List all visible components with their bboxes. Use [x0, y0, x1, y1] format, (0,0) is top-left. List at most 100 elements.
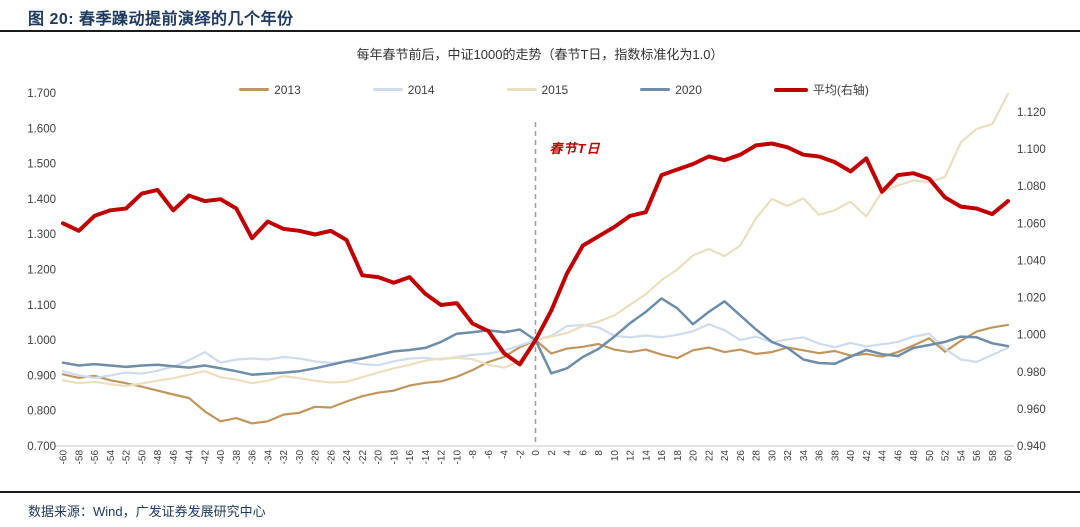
x-axis-tick-label: -26: [326, 450, 337, 465]
x-axis-tick-label: -6: [484, 450, 495, 459]
chart-legend: 2013 2014 2015 2020 平均(右轴): [14, 81, 1080, 98]
right-axis-tick-label: 1.000: [1017, 330, 1046, 342]
x-axis-tick-label: 44: [878, 450, 889, 462]
legend-swatch: [506, 88, 537, 91]
x-axis-tick-label: -56: [90, 450, 101, 465]
legend-label: 平均(右轴): [812, 83, 869, 97]
x-axis-tick-label: -54: [106, 450, 117, 465]
x-axis-tick-label: 6: [578, 450, 589, 456]
x-axis-tick-label: 42: [862, 450, 873, 462]
cny-day-annotation: 春节T日: [550, 141, 601, 156]
x-axis-tick-label: -14: [421, 450, 432, 465]
x-axis-tick-label: -38: [232, 450, 243, 465]
x-axis-tick-label: 4: [563, 450, 574, 456]
x-axis-tick-label: 40: [846, 450, 857, 462]
x-axis-tick-label: 18: [673, 450, 684, 462]
left-axis-tick-label: 1.100: [27, 300, 56, 312]
series-line-: [61, 141, 1010, 367]
legend-swatch: [773, 87, 808, 92]
x-axis-tick-label: -4: [500, 450, 511, 459]
x-axis-tick-label: -40: [216, 450, 227, 465]
x-axis-tick-label: 54: [956, 450, 967, 462]
x-axis-tick-label: -32: [279, 450, 290, 465]
legend-item-2014: 2014: [372, 82, 435, 97]
x-axis-tick-label: -60: [59, 450, 70, 465]
left-axis-tick-label: 1.500: [27, 159, 56, 171]
x-axis-tick-label: 56: [972, 450, 983, 462]
legend-swatch: [372, 88, 403, 91]
right-axis-tick-label: 1.040: [1017, 255, 1046, 267]
x-axis-tick-label: 52: [941, 450, 952, 462]
chart-subtitle: 每年春节前后，中证1000的走势（春节T日，指数标准化为1.0）: [356, 47, 724, 62]
left-axis-tick-label: 1.000: [27, 335, 56, 347]
x-axis-tick-label: -48: [153, 450, 164, 465]
x-axis-tick-label: -34: [263, 450, 274, 465]
x-axis-tick-label: 24: [720, 450, 731, 462]
x-axis-tick-label: -42: [200, 450, 211, 465]
legend-swatch: [239, 88, 270, 91]
x-axis-tick-label: 22: [704, 450, 715, 462]
x-axis-tick-label: 20: [689, 450, 700, 462]
right-axis-tick-label: 1.100: [1017, 144, 1046, 156]
x-axis-tick-label: 10: [610, 450, 621, 462]
x-axis-tick-label: -46: [169, 450, 180, 465]
x-axis-tick-label: -10: [452, 450, 463, 465]
left-axis-tick-label: 0.900: [27, 370, 56, 382]
x-axis-tick-label: 48: [909, 450, 920, 462]
x-axis-tick-label: 30: [767, 450, 778, 462]
x-axis-tick-label: 12: [626, 450, 637, 462]
x-axis-tick-label: -52: [122, 450, 133, 465]
legend-item-: 平均(右轴): [773, 81, 869, 98]
left-axis-tick-label: 0.700: [27, 441, 56, 453]
left-axis-tick-label: 1.300: [27, 229, 56, 241]
x-axis-tick-label: -30: [295, 450, 306, 465]
x-axis-tick-label: -16: [405, 450, 416, 465]
x-axis-tick-label: 58: [988, 450, 999, 462]
x-axis-tick-label: -28: [311, 450, 322, 465]
x-axis-tick-label: 2: [547, 450, 558, 456]
right-axis-tick-label: 1.020: [1017, 293, 1046, 305]
x-axis-tick-label: 38: [830, 450, 841, 462]
x-axis-tick-label: 36: [815, 450, 826, 462]
x-axis-tick-label: 32: [783, 450, 794, 462]
x-axis-tick-label: 60: [1004, 450, 1015, 462]
right-axis-tick-label: 0.980: [1017, 367, 1046, 379]
data-source: 数据来源：Wind，广发证券发展研究中心: [28, 504, 266, 519]
legend-item-2015: 2015: [506, 82, 569, 97]
left-axis-tick-label: 1.400: [27, 194, 56, 206]
x-axis-tick-label: 46: [893, 450, 904, 462]
right-axis-tick-label: 1.060: [1017, 218, 1046, 230]
left-axis-tick-label: 1.700: [27, 88, 56, 100]
x-axis-tick-label: 26: [736, 450, 747, 462]
x-axis-tick-label: 16: [657, 450, 668, 462]
right-axis-tick-label: 0.940: [1017, 441, 1046, 453]
left-axis-tick-label: 0.800: [27, 406, 56, 418]
legend-label: 2014: [407, 82, 435, 97]
legend-item-2020: 2020: [640, 83, 702, 97]
x-axis-tick-label: -18: [389, 450, 400, 465]
x-axis-tick-label: -12: [437, 450, 448, 465]
legend-label: 2015: [541, 82, 569, 97]
legend-label: 2020: [675, 82, 702, 97]
x-axis-tick-label: 0: [531, 450, 542, 456]
x-axis-tick-label: 14: [641, 450, 652, 462]
title-rule: [0, 30, 1080, 32]
legend-label: 2013: [274, 82, 301, 97]
x-axis-tick-label: 8: [594, 450, 605, 456]
x-axis-tick-label: 28: [752, 450, 763, 462]
right-axis-tick-label: 1.120: [1017, 107, 1046, 119]
figure-title: 图 20: 春季躁动提前演绎的几个年份: [28, 11, 294, 28]
left-axis-tick-label: 1.200: [27, 265, 56, 277]
x-axis-tick-label: 34: [799, 450, 810, 462]
x-axis-tick-label: -58: [74, 450, 85, 465]
right-axis-tick-label: 0.960: [1017, 404, 1046, 416]
legend-swatch: [640, 88, 671, 91]
x-axis-tick-label: 50: [925, 450, 936, 462]
footer-rule: [0, 491, 1080, 493]
x-axis-tick-label: -36: [248, 450, 259, 465]
right-axis-tick-label: 1.080: [1017, 181, 1046, 193]
legend-item-2013: 2013: [239, 83, 301, 97]
x-axis-tick-label: -2: [515, 450, 526, 459]
